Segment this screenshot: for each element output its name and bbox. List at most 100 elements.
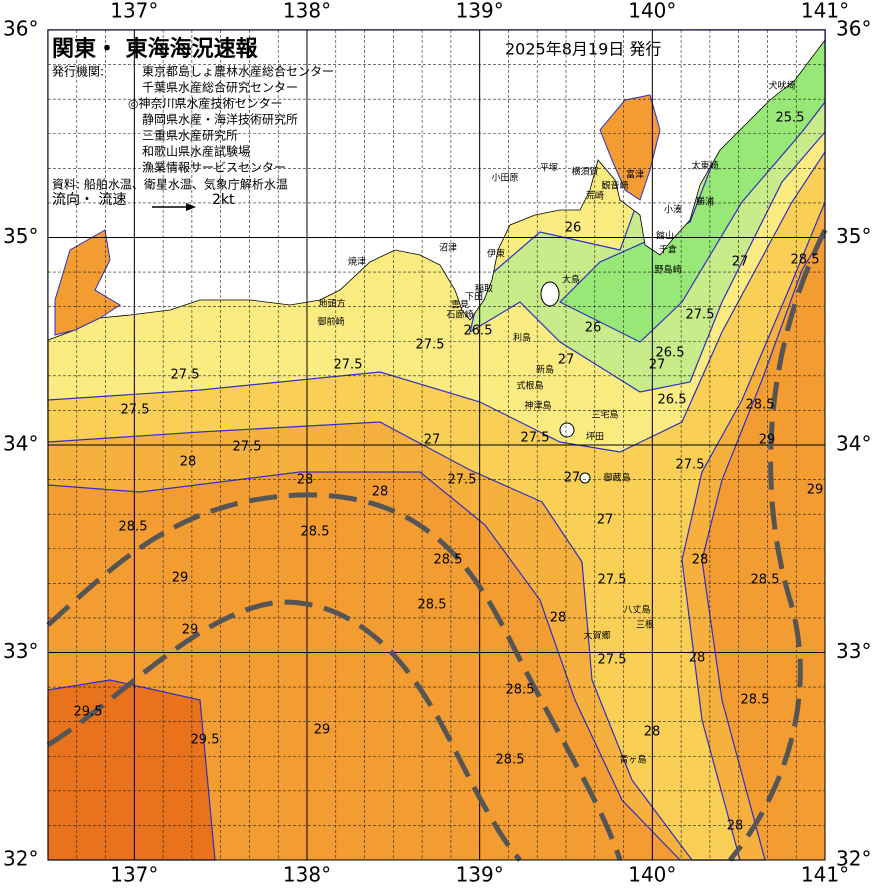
agency: 和歌山県水産試験場 [142, 144, 250, 159]
isotherm-label: 26.5 [656, 346, 685, 361]
lat-label: 33° [3, 639, 38, 663]
isotherm-label: 27.5 [171, 368, 200, 383]
isotherm-label: 27.5 [416, 338, 445, 353]
isotherm-label: 26 [585, 321, 602, 336]
isotherm-label: 26.5 [464, 324, 493, 339]
agency: ◎神奈川県水産技術センター [128, 96, 282, 111]
isotherm-label: 28.5 [751, 573, 780, 588]
lon-label: 141° [801, 0, 849, 23]
place-name: 太東崎 [691, 160, 718, 172]
isotherm-label: 28 [644, 725, 661, 740]
lon-label: 140° [628, 863, 676, 887]
place-name: 平塚 [540, 163, 558, 174]
flow-scale: 2kt [212, 192, 235, 208]
lat-label: 35° [3, 224, 38, 248]
place-name: 小湊 [664, 204, 682, 216]
isotherm-label: 26 [565, 221, 582, 236]
place-name: 地頭方 [318, 298, 345, 310]
isotherm-label: 28.5 [301, 525, 330, 540]
isotherm-label: 27 [558, 353, 575, 368]
isotherm-label: 29.5 [74, 705, 103, 720]
lat-label: 36° [836, 17, 871, 41]
place-name: 青ヶ島 [619, 754, 646, 766]
place-name: 八丈島 [623, 604, 650, 616]
lat-label: 36° [3, 17, 38, 41]
place-name: 焼津 [348, 257, 366, 268]
isotherm-label: 29.5 [191, 733, 220, 748]
island [579, 472, 591, 484]
lat-label: 34° [3, 432, 38, 456]
place-name: 小田原 [491, 173, 518, 184]
agency: 三重県水産研究所 [142, 128, 238, 143]
lon-label: 137° [110, 0, 158, 23]
isotherm-label: 27.5 [598, 653, 627, 668]
place-name: 石廊崎 [446, 309, 473, 321]
place-name: 野島崎 [654, 264, 681, 276]
isotherm-label: 27.5 [686, 308, 715, 323]
isotherm-label: 28 [689, 651, 706, 666]
place-name: 坪田 [586, 432, 604, 443]
place-name: 雲見 [451, 300, 469, 311]
lon-label: 138° [283, 863, 331, 887]
isotherm-label: 29 [807, 483, 824, 498]
isotherm-label: 27.5 [334, 358, 363, 373]
agency: 静岡県水産・海洋技術研究所 [142, 112, 298, 127]
place-name: 式根島 [516, 380, 543, 392]
ise-bay [54, 229, 121, 336]
lon-label: 140° [628, 0, 676, 23]
isotherm-label: 27.5 [448, 473, 477, 488]
current-line [728, 228, 828, 862]
island [559, 422, 575, 438]
lon-label: 137° [110, 863, 158, 887]
lat-label: 32° [3, 847, 38, 871]
isotherm-label: 27 [424, 433, 441, 448]
lat-label: 34° [836, 432, 871, 456]
agency: 東京都島しょ農林水産総合センター [142, 64, 334, 79]
agency: 漁業情報サービスセンター [142, 161, 286, 175]
isotherm-label: 28.5 [418, 598, 447, 613]
lon-label: 139° [456, 0, 504, 23]
isotherm-label: 27 [732, 255, 749, 270]
place-name: 勝浦 [696, 196, 714, 208]
isotherm-label: 28.5 [741, 693, 770, 708]
isotherm-label: 27.5 [121, 403, 150, 418]
place-name: 伊東 [487, 248, 505, 260]
labels: 25.5262626.526.526.527272727.527272727.5… [74, 80, 824, 834]
isotherm-label: 27.5 [598, 573, 627, 588]
isotherm-label: 25.5 [776, 111, 805, 126]
place-name: 御蔵島 [603, 472, 630, 484]
lon-label: 138° [283, 0, 331, 23]
place-name: 新島 [536, 364, 554, 376]
place-name: 観音崎 [601, 180, 628, 192]
isotherm-label: 28 [550, 611, 567, 626]
header: 関東・ 東海海況速報 2025年8月19日 発行 発行機関: 東京都島しょ農林水… [52, 36, 661, 211]
place-name: 御前崎 [317, 316, 344, 328]
isotherm-label: 29 [314, 723, 331, 738]
isotherm-label: 27.5 [233, 440, 262, 455]
isotherm-label: 27 [564, 471, 581, 486]
flow-label: 流向・ 流速 [52, 192, 126, 208]
lon-label: 139° [456, 863, 504, 887]
isotherm-label: 27.5 [521, 431, 550, 446]
place-name: 三根 [636, 619, 654, 631]
isotherm-label: 28.5 [434, 553, 463, 568]
title: 関東・ 東海海況速報 [52, 36, 259, 62]
place-name: 横須賀 [571, 166, 598, 178]
kuroshio-axis [46, 228, 828, 862]
isotherm-label: 26.5 [658, 393, 687, 408]
isotherm-label: 29 [759, 433, 776, 448]
source: 資料: 船舶水温、衛星水温、気象庁解析水温 [52, 177, 288, 192]
isotherm-label: 28.5 [791, 253, 820, 268]
agency-label: 発行機関: [52, 64, 104, 79]
place-name: 犬吠埼 [768, 80, 795, 92]
isotherm-label: 28 [727, 819, 744, 834]
current-line [46, 492, 623, 861]
lat-label: 33° [836, 639, 871, 663]
place-name: 荒崎 [586, 190, 604, 202]
place-name: 利島 [513, 332, 531, 344]
place-name: 大賀郷 [583, 630, 610, 642]
isotherm-label: 27 [597, 513, 614, 528]
isotherm-label: 29 [182, 623, 199, 638]
place-name: 大島 [562, 274, 580, 286]
place-name: 富津 [626, 169, 644, 181]
